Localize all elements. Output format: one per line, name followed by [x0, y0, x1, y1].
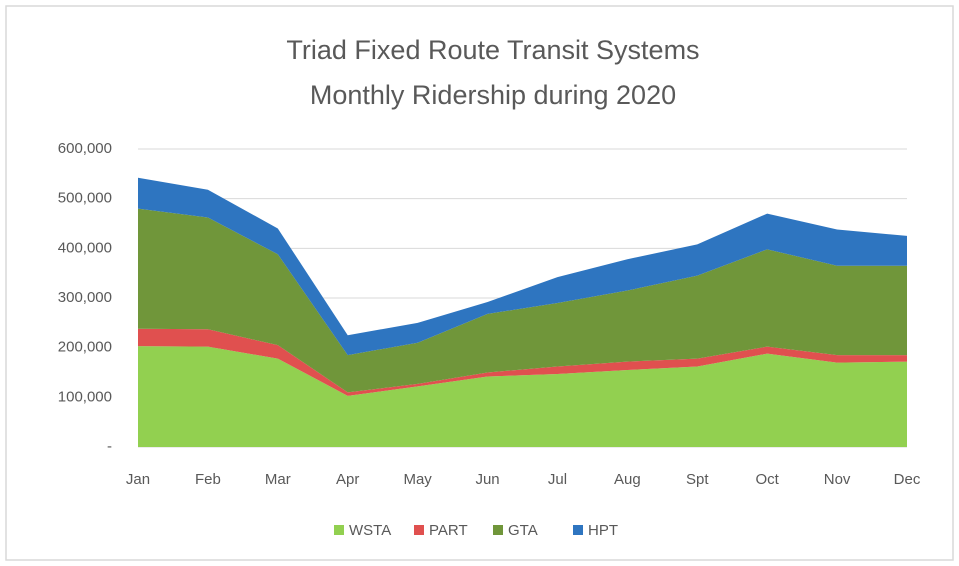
chart-title: Triad Fixed Route Transit Systems	[286, 35, 699, 65]
legend-label: WSTA	[349, 522, 391, 539]
legend-label: GTA	[508, 522, 538, 539]
y-tick-label: 400,000	[58, 239, 112, 256]
area	[138, 177, 907, 356]
area	[138, 208, 907, 393]
y-tick-label: 500,000	[58, 190, 112, 207]
x-tick-label: Aug	[614, 471, 641, 488]
x-tick-label: Jul	[548, 471, 567, 488]
y-tick-label: -	[107, 438, 112, 455]
chart-subtitle: Monthly Ridership during 2020	[310, 80, 676, 110]
area	[138, 328, 907, 396]
x-tick-label: Jan	[126, 471, 150, 488]
legend-swatch	[414, 525, 424, 535]
y-tick-label: 200,000	[58, 339, 112, 356]
x-tick-label: Spt	[686, 471, 709, 488]
legend-label: PART	[429, 522, 468, 539]
legend-label: HPT	[588, 522, 618, 539]
x-tick-label: May	[403, 471, 432, 488]
x-tick-label: Apr	[336, 471, 359, 488]
y-tick-label: 100,000	[58, 388, 112, 405]
x-tick-label: Oct	[756, 471, 780, 488]
x-tick-label: Jun	[475, 471, 499, 488]
legend-swatch	[334, 525, 344, 535]
legend-swatch	[493, 525, 503, 535]
legend-swatch	[573, 525, 583, 535]
x-tick-label: Mar	[265, 471, 291, 488]
area	[138, 346, 907, 447]
x-tick-label: Dec	[894, 471, 921, 488]
y-tick-label: 600,000	[58, 140, 112, 157]
x-tick-label: Feb	[195, 471, 221, 488]
y-tick-label: 300,000	[58, 289, 112, 306]
x-tick-label: Nov	[824, 471, 851, 488]
